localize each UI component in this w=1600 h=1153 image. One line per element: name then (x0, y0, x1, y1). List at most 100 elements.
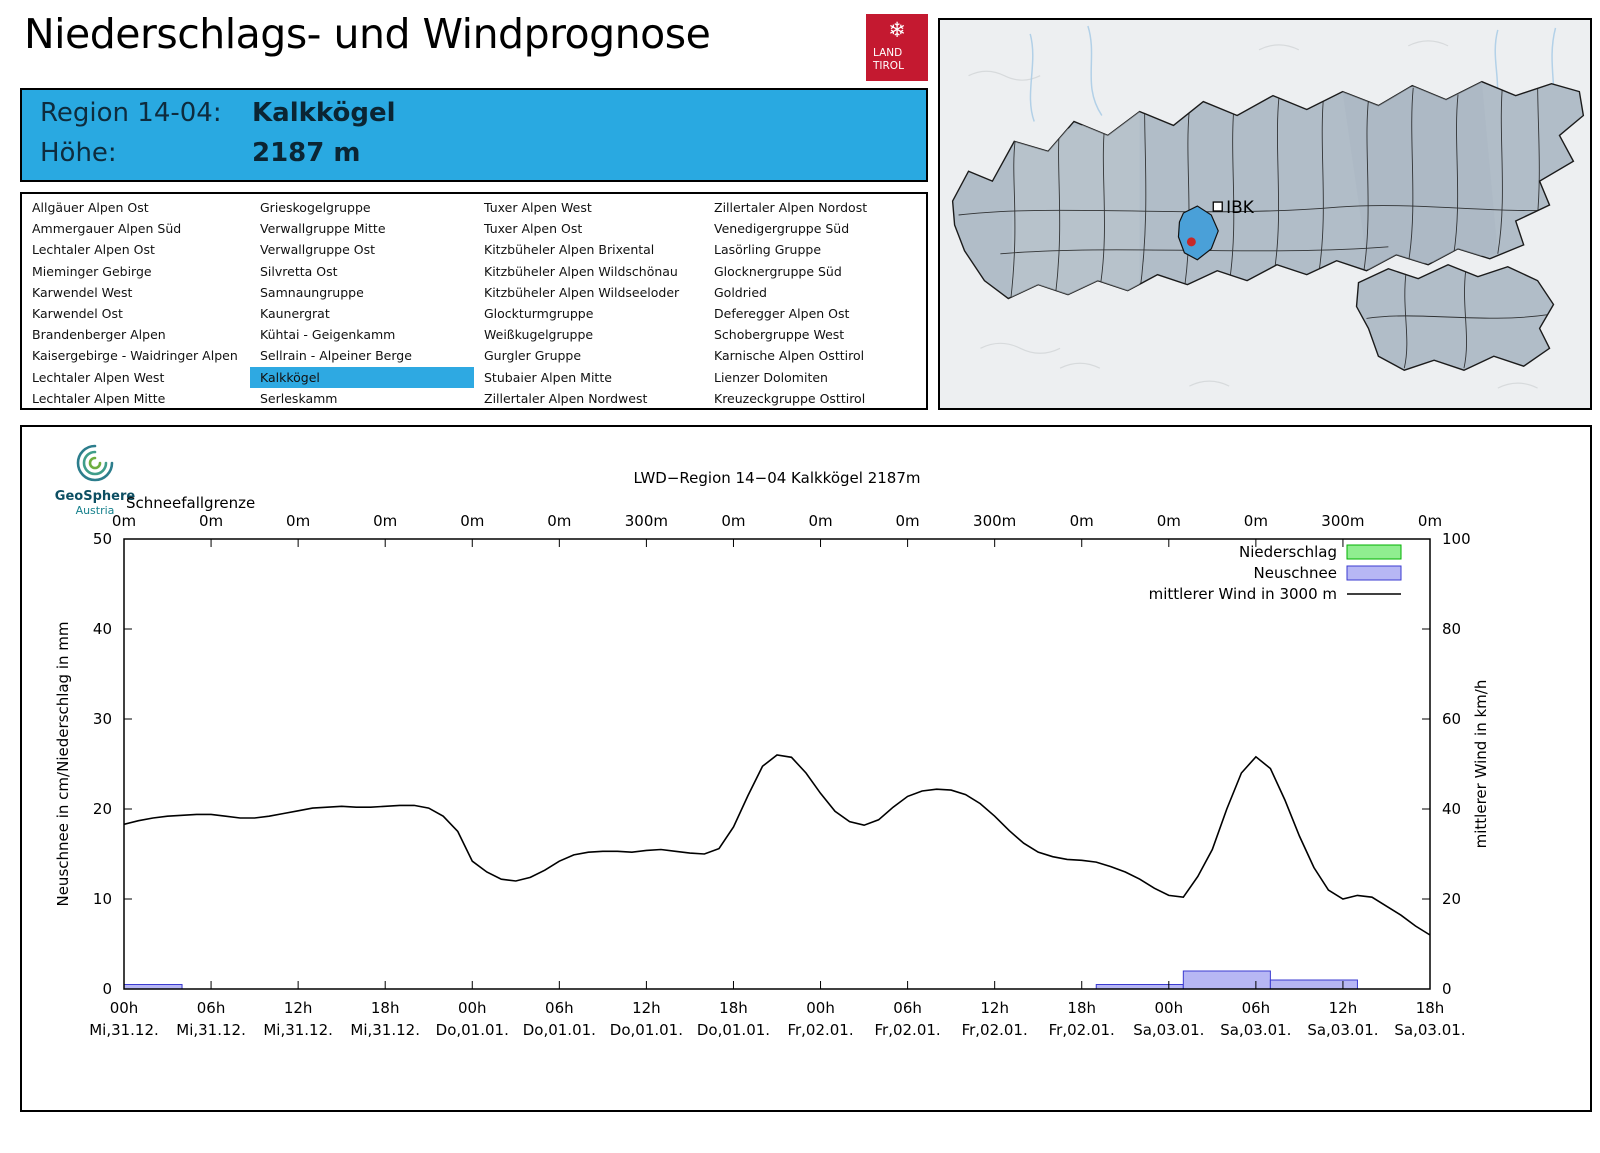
region-option[interactable]: Kitzbüheler Alpen Wildschönau (484, 263, 678, 279)
region-option[interactable]: Verwallgruppe Ost (260, 242, 376, 258)
x-tick-date: Do,01.01. (697, 1021, 770, 1039)
x-tick-date: Do,01.01. (436, 1021, 509, 1039)
y-tick-label-left: 50 (93, 530, 112, 548)
x-tick-time: 18h (1416, 999, 1445, 1017)
region-option[interactable]: Mieminger Gebirge (32, 263, 152, 279)
region-option[interactable]: Goldried (714, 284, 767, 300)
x-tick-time: 12h (284, 999, 313, 1017)
y-tick-label-right: 80 (1442, 620, 1461, 638)
plot-border (123, 538, 1431, 990)
x-tick-time: 18h (1067, 999, 1096, 1017)
y-tick-label-right: 60 (1442, 710, 1461, 728)
x-tick-time: 00h (806, 999, 835, 1017)
snowline-value: 300m (973, 512, 1016, 530)
snowline-value: 300m (1321, 512, 1364, 530)
legend-label: Niederschlag (1239, 543, 1337, 561)
region-option[interactable]: Zillertaler Alpen Nordost (714, 200, 868, 215)
x-tick-date: Sa,03.01. (1394, 1021, 1465, 1039)
region-option[interactable]: Zillertaler Alpen Nordwest (484, 390, 648, 406)
region-info-box: Region 14-04: Kalkkögel Höhe: 2187 m (20, 88, 928, 182)
region-option[interactable]: Ammergauer Alpen Süd (32, 221, 182, 237)
x-tick-date: Sa,03.01. (1220, 1021, 1291, 1039)
region-option[interactable]: Glockturmgruppe (484, 305, 594, 321)
x-tick-time: 06h (197, 999, 226, 1017)
region-option[interactable]: Venedigergruppe Süd (714, 221, 850, 237)
x-tick-date: Do,01.01. (523, 1021, 596, 1039)
map-station-dot (1186, 237, 1196, 247)
logo-line2: TIROL (873, 59, 904, 72)
x-tick-date: Mi,31.12. (176, 1021, 246, 1039)
y-tick-label-left: 10 (93, 890, 112, 908)
region-option[interactable]: Lienzer Dolomiten (714, 369, 828, 385)
region-option[interactable]: Lechtaler Alpen Mitte (32, 390, 166, 406)
forecast-chart-panel: GeoSphere Austria LWD−Region 14−04 Kalkk… (20, 425, 1592, 1112)
neuschnee-bar (1269, 979, 1358, 990)
geosphere-logo: GeoSphere Austria (50, 443, 140, 517)
land-tirol-logo: ❄ LAND TIROL (866, 14, 928, 81)
x-tick-date: Do,01.01. (610, 1021, 683, 1039)
region-option-selected[interactable]: Kalkkögel (250, 366, 474, 388)
x-tick-time: 00h (110, 999, 139, 1017)
region-column-1: Allgäuer Alpen Ost Ammergauer Alpen Süd Le… (22, 197, 250, 409)
snowline-value: 300m (625, 512, 668, 530)
snowline-value: 0m (1244, 512, 1268, 530)
region-option[interactable]: Gurgler Gruppe (484, 348, 582, 364)
region-option[interactable]: Karwendel West (32, 284, 133, 300)
region-option[interactable]: Deferegger Alpen Ost (714, 305, 850, 321)
region-option[interactable]: Weißkugelgruppe (484, 327, 594, 343)
x-tick-time: 18h (371, 999, 400, 1017)
region-option[interactable]: Lechtaler Alpen West (32, 369, 165, 385)
x-tick-date: Fr,02.01. (787, 1021, 853, 1039)
region-option[interactable]: Tuxer Alpen West (484, 200, 592, 215)
region-option[interactable]: Verwallgruppe Mitte (260, 221, 386, 237)
x-tick-date: Mi,31.12. (350, 1021, 420, 1039)
snowline-value: 0m (896, 512, 920, 530)
region-option[interactable]: Silvretta Ost (260, 263, 338, 279)
region-option[interactable]: Lasörling Gruppe (714, 242, 822, 258)
snowline-value: 0m (460, 512, 484, 530)
region-option[interactable]: Serleskamm (260, 390, 338, 406)
x-tick-time: 00h (1155, 999, 1184, 1017)
region-option[interactable]: Samnaungruppe (260, 284, 364, 300)
region-option[interactable]: Schobergruppe West (714, 327, 845, 343)
region-option[interactable]: Stubaier Alpen Mitte (484, 369, 612, 385)
y-tick-label-right: 0 (1442, 980, 1452, 998)
legend-label: mittlerer Wind in 3000 m (1149, 585, 1337, 603)
region-option[interactable]: Lechtaler Alpen Ost (32, 242, 155, 258)
x-tick-time: 06h (545, 999, 574, 1017)
x-tick-time: 06h (893, 999, 922, 1017)
chart-title: LWD−Region 14−04 Kalkkögel 2187m (634, 469, 921, 487)
region-option[interactable]: Karnische Alpen Osttirol (714, 348, 865, 364)
region-option[interactable]: Kitzbüheler Alpen Brixental (484, 242, 655, 258)
map-selected-region[interactable] (1177, 205, 1219, 261)
region-option[interactable]: Glocknergruppe Süd (714, 263, 842, 279)
x-tick-time: 12h (980, 999, 1009, 1017)
x-tick-date: Mi,31.12. (89, 1021, 159, 1039)
region-option[interactable]: Allgäuer Alpen Ost (32, 200, 149, 215)
x-tick-date: Fr,02.01. (962, 1021, 1028, 1039)
region-option[interactable]: Kühtai - Geigenkamm (260, 327, 396, 343)
region-option[interactable]: Kaisergebirge - Waidringer Alpen (32, 348, 238, 364)
geosphere-country: Austria (75, 504, 115, 517)
neuschnee-bar (1182, 970, 1271, 990)
region-option[interactable]: Sellrain - Alpeiner Berge (260, 348, 412, 364)
tirol-map: IBK (951, 25, 1585, 389)
region-option[interactable]: Kreuzeckgruppe Osttirol (714, 390, 866, 406)
y-tick-label-right: 100 (1442, 530, 1471, 548)
y-tick-label-left: 0 (102, 980, 112, 998)
ibk-marker-icon (1212, 201, 1223, 212)
region-option[interactable]: Kaunergrat (260, 305, 330, 321)
region-option[interactable]: Grieskogelgruppe (260, 200, 371, 215)
snowline-value: 0m (808, 512, 832, 530)
region-option[interactable]: Brandenberger Alpen (32, 327, 166, 343)
region-selector-list: Allgäuer Alpen Ost Ammergauer Alpen Süd Le… (20, 192, 928, 410)
geosphere-spiral-icon (76, 444, 114, 482)
region-option[interactable]: Kitzbüheler Alpen Wildseeloder (484, 284, 680, 300)
region-option[interactable]: Karwendel Ost (32, 305, 123, 321)
x-tick-time: 12h (1329, 999, 1358, 1017)
region-column-4: Zillertaler Alpen Nordost Venedigergruppe… (704, 197, 926, 409)
region-option[interactable]: Tuxer Alpen Ost (484, 221, 583, 237)
snowline-value: 0m (373, 512, 397, 530)
y-tick-label-right: 20 (1442, 890, 1461, 908)
north-tirol-subregions (958, 81, 1578, 299)
